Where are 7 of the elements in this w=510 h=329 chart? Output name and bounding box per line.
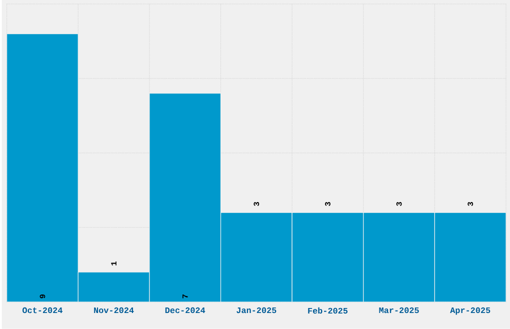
x-tick-label: Oct-2024	[22, 307, 62, 314]
x-tick-label: Jan-2025	[236, 307, 276, 314]
x-tick-label: Mar-2025	[379, 307, 419, 314]
x-tick-label: Apr-2025	[450, 307, 490, 315]
x-tick-label: Feb-2025	[308, 308, 348, 314]
x-tick-label: Nov-2024	[94, 307, 134, 314]
x-tick-label: Dec-2024	[165, 307, 206, 314]
